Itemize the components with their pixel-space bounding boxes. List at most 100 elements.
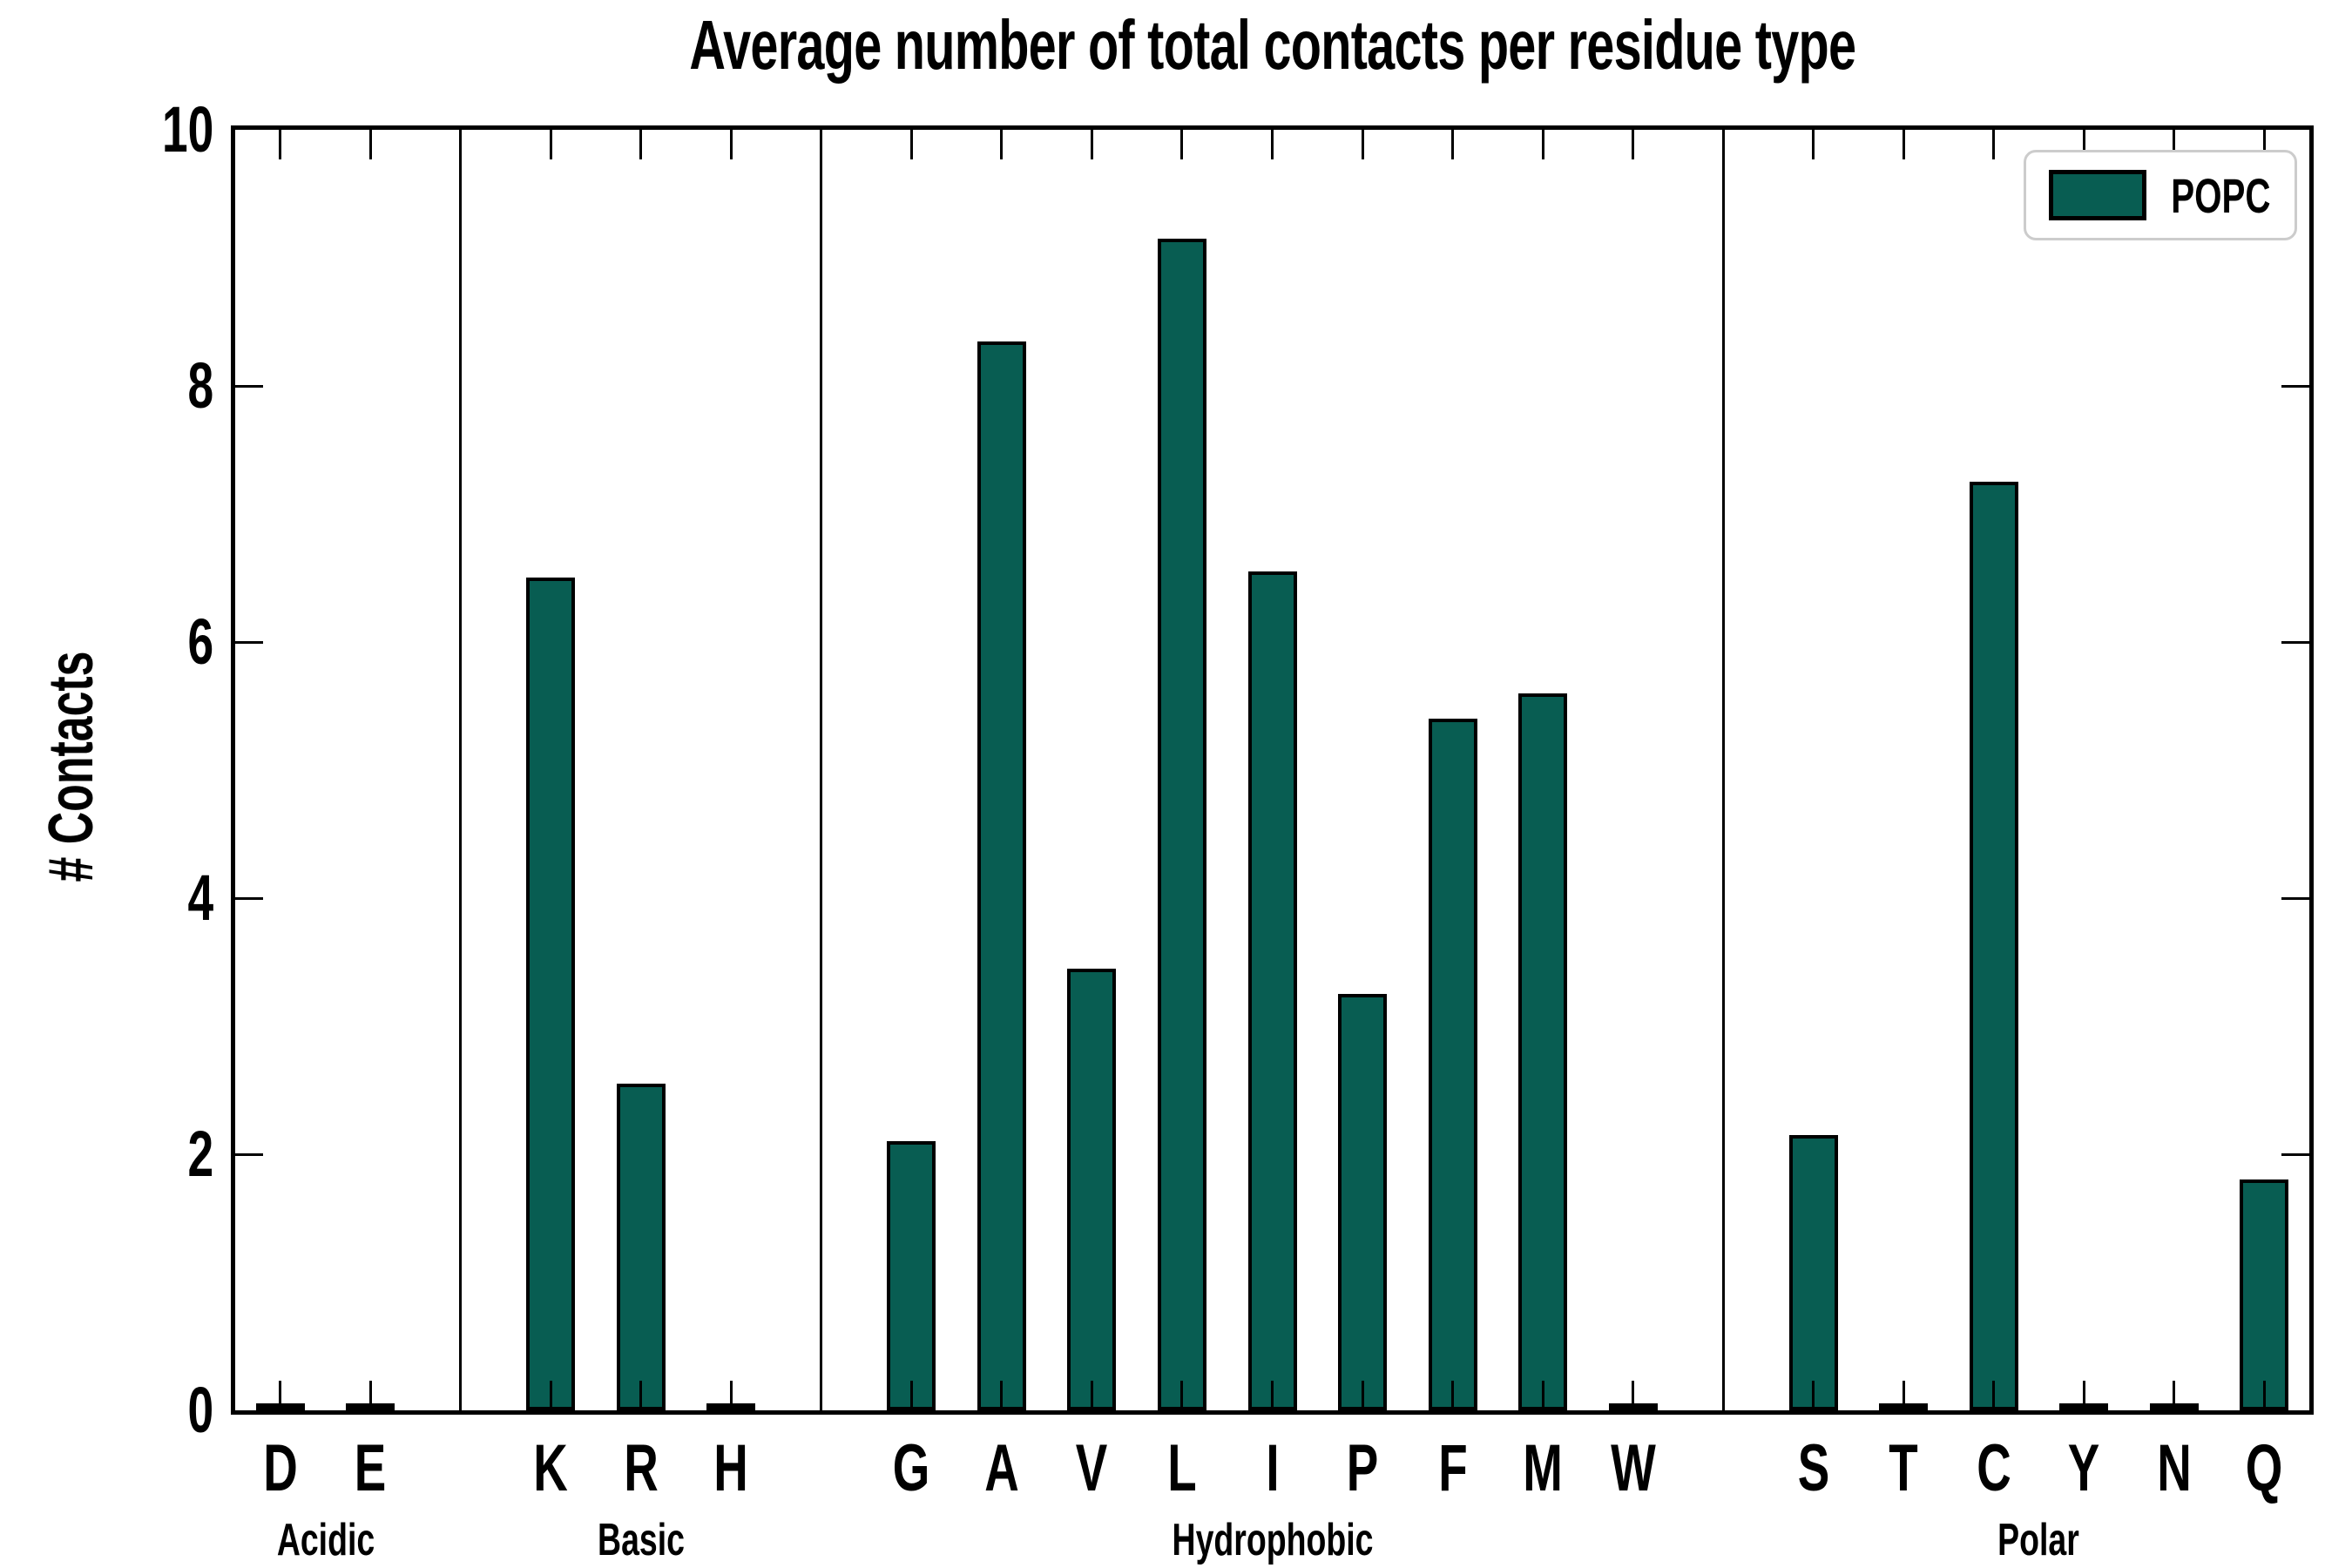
y-tick-right-4 bbox=[2281, 896, 2309, 900]
x-tick-top-A bbox=[1000, 130, 1004, 159]
x-label-text: H bbox=[713, 1431, 748, 1505]
x-tick-top-G bbox=[909, 130, 913, 159]
x-label-text: V bbox=[1075, 1431, 1108, 1505]
x-label-M: M bbox=[1515, 1436, 1570, 1502]
x-label-V: V bbox=[1070, 1436, 1114, 1502]
y-tick-label-4: 4 bbox=[52, 866, 213, 930]
x-label-T: T bbox=[1883, 1436, 1923, 1502]
bar-M bbox=[1518, 693, 1567, 1410]
bar-L bbox=[1158, 239, 1206, 1410]
x-label-text: G bbox=[892, 1431, 930, 1505]
x-label-W: W bbox=[1602, 1436, 1665, 1502]
y-tick-left-2 bbox=[235, 1152, 263, 1156]
x-label-K: K bbox=[527, 1436, 575, 1502]
group-label-text: Polar bbox=[1997, 1515, 2079, 1565]
y-tick-label-text: 2 bbox=[187, 1118, 213, 1190]
x-tick-top-Q bbox=[2262, 130, 2266, 159]
x-label-H: H bbox=[707, 1436, 755, 1502]
x-tick-bottom-Y bbox=[2082, 1381, 2085, 1410]
group-label-basic: Basic bbox=[581, 1517, 702, 1563]
legend-swatch-popc bbox=[2049, 170, 2146, 220]
x-tick-bottom-K bbox=[549, 1381, 552, 1410]
bar-P bbox=[1338, 994, 1387, 1410]
bar-C bbox=[1970, 482, 2018, 1410]
y-axis-label: # Contacts bbox=[37, 651, 106, 882]
x-tick-bottom-H bbox=[729, 1381, 733, 1410]
group-divider bbox=[459, 130, 463, 1410]
x-label-text: W bbox=[1611, 1431, 1656, 1505]
x-label-text: L bbox=[1167, 1431, 1197, 1505]
x-label-text: Q bbox=[2245, 1431, 2283, 1505]
x-tick-top-I bbox=[1271, 130, 1274, 159]
x-label-G: G bbox=[885, 1436, 936, 1502]
x-label-A: A bbox=[978, 1436, 1026, 1502]
x-label-N: N bbox=[2151, 1436, 2199, 1502]
x-label-P: P bbox=[1341, 1436, 1385, 1502]
x-label-I: I bbox=[1263, 1436, 1281, 1502]
bar-K bbox=[526, 578, 575, 1410]
x-label-R: R bbox=[618, 1436, 666, 1502]
x-tick-top-M bbox=[1541, 130, 1544, 159]
x-tick-top-H bbox=[729, 130, 733, 159]
bar-A bbox=[977, 341, 1026, 1410]
x-label-text: S bbox=[1797, 1431, 1830, 1505]
chart-title: Average number of total contacts per res… bbox=[231, 5, 2314, 85]
x-tick-top-S bbox=[1812, 130, 1815, 159]
x-tick-bottom-V bbox=[1090, 1381, 1093, 1410]
x-label-text: C bbox=[1977, 1431, 2011, 1505]
group-label-text: Basic bbox=[598, 1515, 685, 1565]
plot-area bbox=[231, 125, 2314, 1415]
x-tick-bottom-R bbox=[639, 1381, 643, 1410]
x-label-text: E bbox=[354, 1431, 387, 1505]
group-divider bbox=[820, 130, 823, 1410]
x-label-D: D bbox=[257, 1436, 305, 1502]
x-label-text: Y bbox=[2067, 1431, 2100, 1505]
x-label-text: M bbox=[1523, 1431, 1563, 1505]
x-label-Q: Q bbox=[2238, 1436, 2289, 1502]
y-tick-left-4 bbox=[235, 896, 263, 900]
group-label-acidic: Acidic bbox=[258, 1517, 394, 1563]
y-tick-label-text: 6 bbox=[187, 605, 213, 678]
x-tick-top-P bbox=[1361, 130, 1364, 159]
x-label-S: S bbox=[1792, 1436, 1836, 1502]
x-tick-bottom-F bbox=[1451, 1381, 1455, 1410]
x-tick-bottom-I bbox=[1271, 1381, 1274, 1410]
x-tick-bottom-C bbox=[1992, 1381, 1996, 1410]
x-label-text: K bbox=[533, 1431, 568, 1505]
y-tick-left-6 bbox=[235, 640, 263, 644]
x-label-E: E bbox=[348, 1436, 393, 1502]
legend-label: POPC bbox=[2170, 167, 2271, 223]
x-label-Y: Y bbox=[2062, 1436, 2106, 1502]
bar-Q bbox=[2240, 1179, 2288, 1410]
x-label-text: F bbox=[1438, 1431, 1468, 1505]
bar-G bbox=[887, 1141, 936, 1410]
bar-R bbox=[617, 1084, 666, 1410]
y-tick-label-text: 8 bbox=[187, 349, 213, 422]
x-tick-bottom-T bbox=[1902, 1381, 1905, 1410]
x-tick-top-R bbox=[639, 130, 643, 159]
y-tick-label-0: 0 bbox=[52, 1378, 213, 1443]
x-tick-top-K bbox=[549, 130, 552, 159]
x-label-text: I bbox=[1266, 1431, 1280, 1505]
y-tick-left-8 bbox=[235, 384, 263, 388]
x-label-text: A bbox=[984, 1431, 1019, 1505]
y-tick-label-text: 4 bbox=[187, 862, 213, 934]
group-label-text: Acidic bbox=[276, 1515, 375, 1565]
x-tick-bottom-W bbox=[1632, 1381, 1635, 1410]
y-tick-label-2: 2 bbox=[52, 1122, 213, 1186]
x-label-text: D bbox=[263, 1431, 298, 1505]
y-tick-right-6 bbox=[2281, 640, 2309, 644]
y-tick-label-8: 8 bbox=[52, 354, 213, 418]
y-tick-label-text: 0 bbox=[187, 1374, 213, 1446]
x-tick-bottom-A bbox=[1000, 1381, 1004, 1410]
y-tick-right-2 bbox=[2281, 1152, 2309, 1156]
x-tick-bottom-L bbox=[1180, 1381, 1184, 1410]
bar-S bbox=[1789, 1135, 1838, 1410]
x-label-text: T bbox=[1889, 1431, 1918, 1505]
x-tick-top-V bbox=[1090, 130, 1093, 159]
group-divider bbox=[1721, 130, 1725, 1410]
bar-V bbox=[1067, 969, 1116, 1410]
x-label-F: F bbox=[1433, 1436, 1473, 1502]
group-label-hydrophobic: Hydrophobic bbox=[1133, 1517, 1413, 1563]
x-label-C: C bbox=[1970, 1436, 2018, 1502]
